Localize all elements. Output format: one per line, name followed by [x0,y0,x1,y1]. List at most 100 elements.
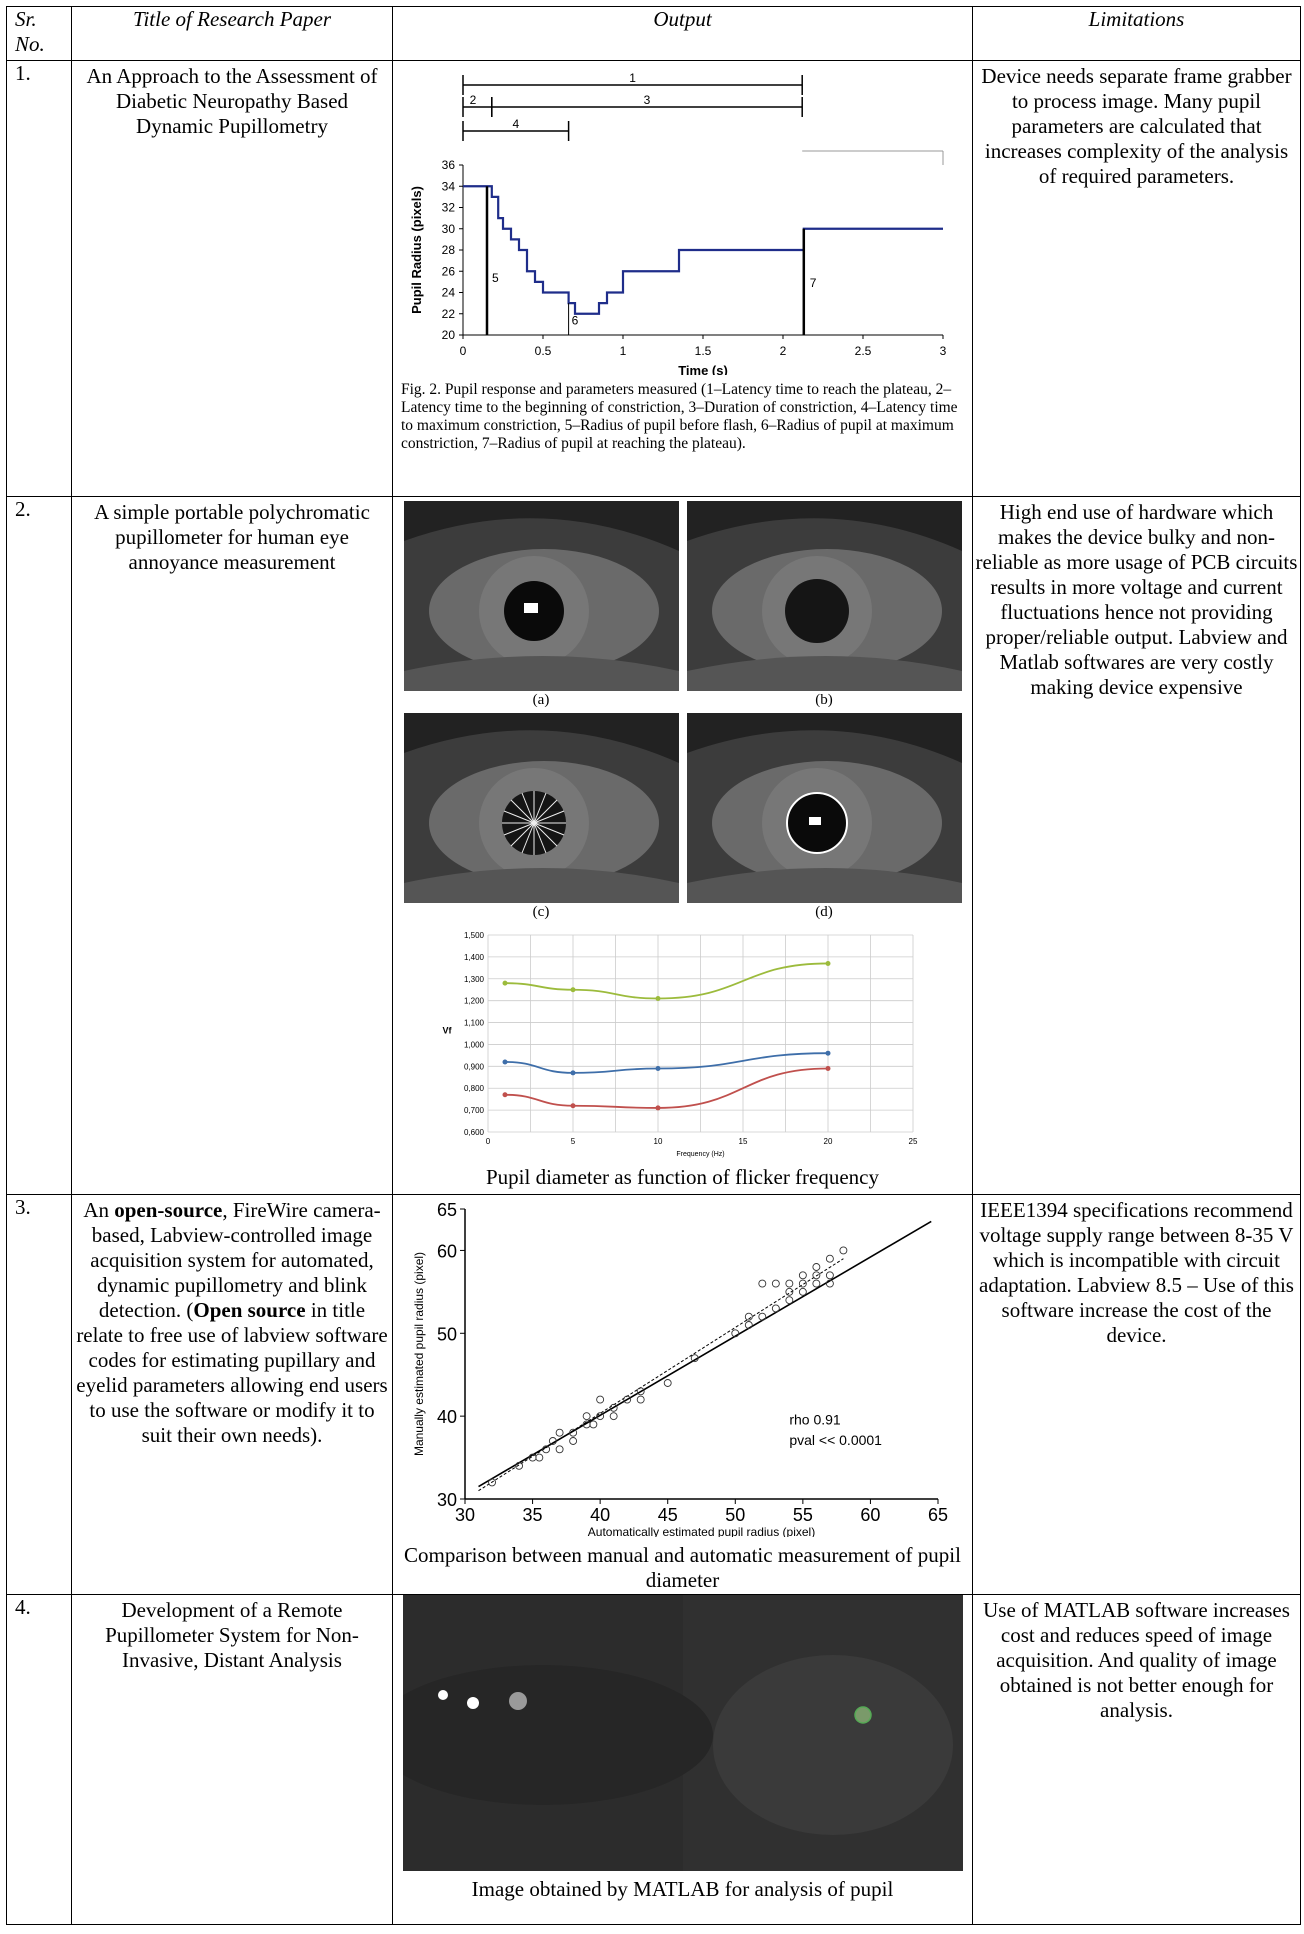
paper-title: A simple portable polychromatic pupillom… [71,496,393,1195]
x-tick-label: 45 [657,1505,677,1525]
x-tick-label: 2 [779,344,786,358]
data-point [771,1279,780,1288]
y-tick-label: 28 [441,243,455,257]
data-point [798,1279,807,1288]
x-tick-label: 15 [738,1137,747,1146]
y-tick-label: 22 [441,307,455,321]
x-tick-label: 0 [459,344,466,358]
marker-label: 2 [469,93,476,107]
regression-line [477,1220,932,1488]
data-point [811,1271,820,1280]
data-point [798,1287,807,1296]
x-tick-label: 1.5 [694,344,711,358]
y-tick-label: 40 [436,1407,456,1427]
data-point [690,1354,699,1363]
matlab-eye-image [372,1595,963,1871]
x-tick-label: 40 [590,1505,610,1525]
y-tick-label: 1,300 [463,975,484,984]
series-line [504,962,828,1000]
y-tick-label: 20 [441,328,455,342]
data-point [570,1070,575,1076]
output-caption: Comparison between manual and automatic … [404,1543,961,1592]
x-tick-label: 0 [485,1137,490,1146]
title-part: An [83,1198,115,1222]
image-label: (c) [532,904,550,920]
x-tick-label: 50 [725,1505,745,1525]
series-line [504,1067,828,1109]
eye-image-b [686,501,962,691]
data-point [582,1412,591,1421]
paper-title: An open-source, FireWire camera-based, L… [71,1194,393,1595]
x-tick-label: 20 [823,1137,832,1146]
data-point [568,1437,577,1445]
data-point [825,1279,834,1288]
limitations-text: Use of MATLAB software increases cost an… [972,1594,1301,1925]
data-point [798,1271,807,1280]
data-point [555,1428,564,1437]
data-point [655,1105,660,1111]
data-point [663,1379,672,1387]
x-tick-label: 3 [939,344,946,358]
eye-image-d [686,713,962,903]
figure-caption: Fig. 2. Pupil response and parameters me… [401,381,958,452]
y-tick-label: 1,100 [463,1019,484,1028]
data-point [534,1453,543,1462]
data-point [825,1271,834,1280]
output-cell: (a) (b) [392,496,973,1195]
table-row: 2. A simple portable polychromatic pupil… [6,496,1301,1195]
row-number: 1. [6,60,72,497]
data-point [568,1428,577,1437]
radius-comparison-chart: 30 40 50 60 65 30 35 40 45 50 55 60 65 Automatically … [412,1200,948,1539]
data-point [595,1412,604,1421]
y-tick-label: 24 [441,286,455,300]
x-tick-label: 55 [792,1505,812,1525]
y-tick-label: 50 [436,1324,456,1344]
x-tick-label: 60 [860,1505,880,1525]
marker-label: 7 [809,276,816,290]
data-point [570,1103,575,1109]
header-sr: Sr. No. [6,6,72,61]
header-title: Title of Research Paper [71,6,393,61]
data-point [811,1263,820,1271]
y-tick-label: 36 [441,158,455,172]
y-tick-label: 0,800 [463,1084,484,1093]
x-tick-label: 30 [454,1505,474,1525]
data-point [502,1092,507,1098]
y-tick-label: 1,000 [463,1040,484,1049]
limitations-text: Device needs separate frame grabber to p… [972,60,1301,497]
data-point [548,1437,557,1445]
paper-title: Development of a Remote Pupillometer Sys… [71,1594,393,1925]
y-tick-label: 34 [441,179,455,193]
data-point [655,995,660,1001]
data-point [622,1395,631,1404]
data-point [744,1312,753,1321]
x-axis-label: Automatically estimated pupil radius (pi… [587,1525,814,1537]
x-axis-label: Frequency (Hz) [676,1151,724,1158]
x-tick-label: 10 [653,1137,662,1146]
series-line [504,1052,828,1074]
y-tick-label: 0,600 [463,1128,484,1137]
eye-image-a [403,501,679,691]
y-tick-label: 0,900 [463,1062,484,1071]
row-number: 4. [6,1594,72,1925]
table-row: 4. Development of a Remote Pupillometer … [6,1594,1301,1925]
marker-label: 1 [629,71,636,85]
y-tick-label: 65 [436,1200,456,1220]
identity-line [477,1258,844,1492]
y-tick-label: 30 [436,1490,456,1510]
data-point [636,1387,645,1396]
output-caption: Pupil diameter as function of flicker fr… [485,1165,880,1189]
paper-title: An Approach to the Assessment of Diabeti… [71,60,393,497]
data-point [811,1279,820,1288]
data-point [655,1066,660,1072]
row-number: 3. [6,1194,72,1595]
output-cell: 20 22 24 26 28 30 32 34 36 0 0.5 1 1.5 2 2.5 3 Time (s) P… [392,60,973,497]
x-tick-label: 0.5 [534,344,551,358]
output-cell: 30 40 50 60 65 30 35 40 45 50 55 60 65 Automatically … [392,1194,973,1595]
y-tick-label: 60 [436,1241,456,1261]
y-axis-label: Pupil Radius (pixels) [409,186,424,314]
limitations-text: IEEE1394 specifications recommend voltag… [972,1194,1301,1595]
data-point [784,1296,793,1305]
data-point [757,1279,766,1288]
y-axis-label: Manually estimated pupil radius (pixel) [412,1252,426,1456]
